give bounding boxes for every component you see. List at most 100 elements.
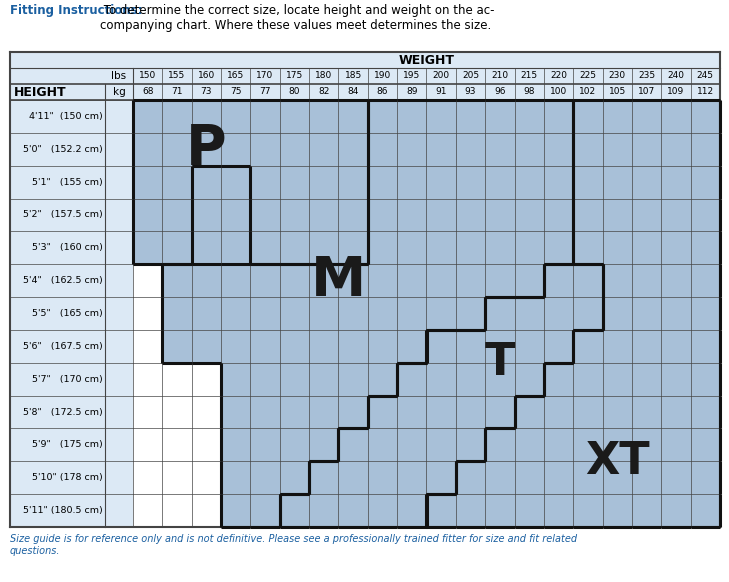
Bar — [661, 232, 690, 264]
Bar — [603, 363, 632, 396]
Bar — [426, 462, 456, 494]
Bar — [515, 297, 544, 330]
Bar — [632, 198, 661, 232]
Text: 5'5"   (165 cm): 5'5" (165 cm) — [32, 309, 103, 318]
Bar — [632, 428, 661, 462]
Bar — [250, 297, 280, 330]
Text: 225: 225 — [580, 72, 596, 80]
Bar — [250, 133, 280, 166]
Bar — [397, 428, 426, 462]
Bar — [456, 264, 486, 297]
Bar — [544, 133, 573, 166]
Text: 240: 240 — [668, 72, 685, 80]
Bar — [544, 462, 573, 494]
Text: 5'2"   (157.5 cm): 5'2" (157.5 cm) — [23, 211, 103, 219]
Bar — [573, 363, 603, 396]
Bar — [250, 232, 280, 264]
Text: 5'10" (178 cm): 5'10" (178 cm) — [32, 473, 103, 482]
Bar — [250, 330, 280, 363]
Bar — [515, 133, 544, 166]
Text: 5'6"   (167.5 cm): 5'6" (167.5 cm) — [23, 342, 103, 351]
Text: 4'11"  (150 cm): 4'11" (150 cm) — [29, 112, 103, 121]
Text: T: T — [485, 341, 515, 384]
Text: 155: 155 — [168, 72, 186, 80]
Bar — [397, 396, 426, 428]
Bar — [397, 133, 426, 166]
Bar — [573, 166, 603, 198]
Bar — [133, 198, 163, 232]
Bar — [280, 133, 309, 166]
Bar — [426, 363, 456, 396]
Bar — [368, 198, 397, 232]
Text: 89: 89 — [406, 87, 418, 97]
Bar — [280, 198, 309, 232]
Bar — [456, 166, 486, 198]
Bar — [163, 232, 192, 264]
Bar — [250, 462, 280, 494]
Bar — [397, 264, 426, 297]
Bar — [486, 198, 515, 232]
Bar — [133, 494, 163, 527]
Bar — [515, 166, 544, 198]
Bar — [603, 462, 632, 494]
Text: 93: 93 — [465, 87, 476, 97]
Bar — [515, 462, 544, 494]
Bar — [486, 494, 515, 527]
Bar — [221, 297, 250, 330]
Bar — [573, 100, 603, 133]
Bar — [397, 462, 426, 494]
Bar — [573, 494, 603, 527]
Bar — [515, 198, 544, 232]
Text: kg: kg — [112, 87, 125, 97]
Bar — [690, 166, 720, 198]
Text: To determine the correct size, locate height and weight on the ac-
companying ch: To determine the correct size, locate he… — [100, 4, 494, 32]
Text: 205: 205 — [462, 72, 479, 80]
Bar — [133, 428, 163, 462]
Bar — [10, 52, 720, 100]
Bar — [573, 232, 603, 264]
Bar — [486, 396, 515, 428]
Bar — [661, 264, 690, 297]
Bar — [426, 264, 456, 297]
Bar — [603, 494, 632, 527]
Bar — [690, 396, 720, 428]
Bar — [133, 297, 163, 330]
Bar — [544, 232, 573, 264]
Bar — [426, 330, 456, 363]
Bar — [690, 494, 720, 527]
Bar — [397, 100, 426, 133]
Bar — [368, 396, 397, 428]
Bar — [515, 100, 544, 133]
Bar — [486, 264, 515, 297]
Bar — [603, 166, 632, 198]
Bar — [309, 297, 338, 330]
Bar — [456, 100, 486, 133]
Bar — [486, 297, 515, 330]
Text: 160: 160 — [198, 72, 215, 80]
Bar — [133, 133, 163, 166]
Bar — [426, 494, 456, 527]
Bar — [338, 166, 368, 198]
Bar — [368, 264, 397, 297]
Bar — [426, 198, 456, 232]
Bar — [397, 198, 426, 232]
Text: 5'8"   (172.5 cm): 5'8" (172.5 cm) — [23, 407, 103, 417]
Bar — [456, 363, 486, 396]
Bar — [603, 330, 632, 363]
Bar — [573, 428, 603, 462]
Text: 150: 150 — [139, 72, 156, 80]
Text: P: P — [186, 122, 227, 176]
Bar — [280, 462, 309, 494]
Bar — [338, 264, 368, 297]
Bar — [690, 133, 720, 166]
Bar — [661, 428, 690, 462]
Text: 185: 185 — [345, 72, 362, 80]
Bar — [456, 232, 486, 264]
Bar — [690, 264, 720, 297]
Text: 109: 109 — [667, 87, 685, 97]
Text: 100: 100 — [550, 87, 567, 97]
Bar — [573, 133, 603, 166]
Bar — [250, 166, 280, 198]
Bar — [280, 232, 309, 264]
Bar — [133, 264, 163, 297]
